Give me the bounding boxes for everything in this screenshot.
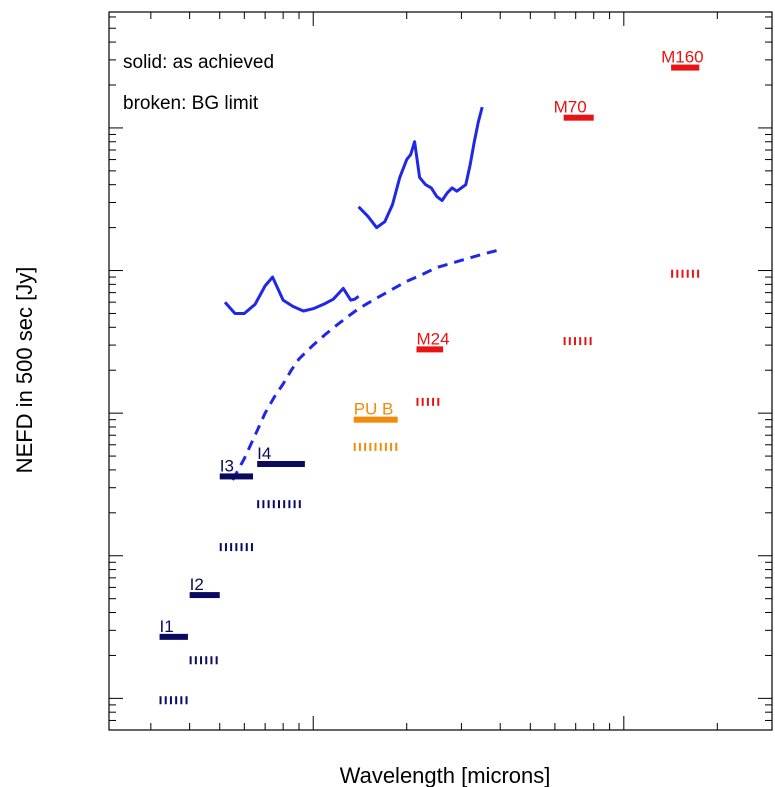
plot-frame: [108, 11, 773, 731]
band-achieved-bar: [353, 416, 398, 423]
annotation-broken: broken: BG limit: [123, 93, 259, 114]
band-label: I4: [257, 444, 271, 463]
band-achieved-bar: [219, 473, 254, 480]
band-label: PU B: [354, 400, 394, 419]
irs-bg-limit-curve: [231, 248, 501, 481]
irs-curve-ll: [357, 106, 484, 230]
band-achieved-bar: [563, 114, 594, 121]
band-label: I2: [190, 575, 204, 594]
band-achieved-bar: [416, 346, 444, 353]
axis-ticks: [109, 12, 773, 731]
plot-border: [108, 11, 773, 731]
band-achieved-bar: [189, 592, 220, 599]
annotation-solid: solid: as achieved: [123, 52, 274, 73]
band-achieved-bar: [159, 633, 188, 640]
band-achieved-bar: [257, 460, 305, 467]
y-axis-label: NEFD in 500 sec [Jy]: [12, 267, 37, 474]
bands-layer: I1 I2 I3 I4 PU B M24 M70 M160: [159, 48, 704, 705]
irs-curve-sl: [223, 275, 360, 315]
band-label: M24: [416, 329, 449, 348]
band-label: I1: [160, 617, 174, 636]
band-achieved-bar: [671, 64, 700, 71]
band-label: I3: [220, 456, 234, 475]
band-label: M70: [554, 98, 587, 117]
curves-layer: [223, 106, 501, 481]
band-label: M160: [661, 48, 704, 67]
x-axis-label: Wavelength [microns]: [340, 763, 551, 787]
